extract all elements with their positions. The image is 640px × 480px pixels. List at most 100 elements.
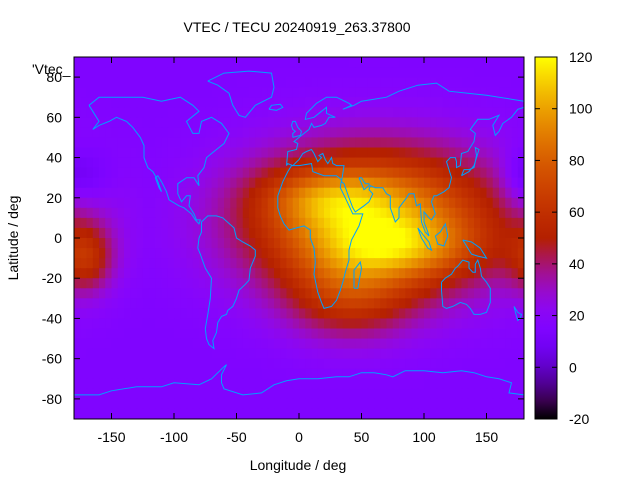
heatmap-cell	[255, 238, 263, 249]
heatmap-cell	[105, 308, 113, 320]
heatmap-cell	[274, 238, 281, 249]
heatmap-cell	[367, 187, 375, 199]
heatmap-cell	[217, 348, 225, 360]
heatmap-cell	[417, 368, 425, 380]
heatmap-cell	[436, 278, 444, 289]
heatmap-cell	[424, 197, 431, 209]
heatmap-cell	[455, 388, 463, 400]
heatmap-cell	[336, 308, 344, 320]
heatmap-cell	[349, 398, 356, 410]
heatmap-cell	[174, 57, 181, 68]
heatmap-cell	[361, 328, 369, 340]
heatmap-cell	[505, 368, 513, 380]
heatmap-cell	[311, 97, 319, 108]
heatmap-cell	[411, 157, 419, 169]
heatmap-cell	[155, 117, 163, 128]
heatmap-cell	[199, 227, 206, 239]
heatmap-cell	[386, 177, 394, 189]
heatmap-cell	[349, 308, 356, 320]
heatmap-cell	[242, 147, 250, 159]
heatmap-cell	[392, 97, 400, 108]
chart-title: VTEC / TECU 20240919_263.37800	[183, 19, 410, 35]
heatmap-cell	[217, 67, 225, 78]
heatmap-cell	[167, 207, 175, 219]
heatmap-cell	[174, 338, 181, 350]
heatmap-cell	[149, 57, 156, 68]
heatmap-cell	[267, 187, 275, 199]
heatmap-cell	[299, 157, 306, 169]
heatmap-cell	[474, 238, 481, 249]
heatmap-cell	[336, 238, 344, 249]
heatmap-cell	[299, 207, 306, 219]
heatmap-cell	[249, 248, 256, 259]
heatmap-cell	[299, 147, 306, 159]
heatmap-cell	[149, 87, 156, 98]
heatmap-cell	[236, 177, 244, 189]
heatmap-cell	[130, 177, 138, 189]
heatmap-cell	[274, 57, 281, 68]
heatmap-cell	[167, 197, 175, 209]
heatmap-cell	[280, 197, 288, 209]
heatmap-cell	[105, 268, 113, 279]
heatmap-cell	[80, 67, 88, 78]
heatmap-cell	[255, 398, 263, 410]
heatmap-cell	[505, 248, 513, 259]
heatmap-cell	[442, 207, 450, 219]
heatmap-cell	[130, 368, 138, 380]
heatmap-cell	[311, 338, 319, 350]
heatmap-cell	[380, 388, 388, 400]
heatmap-cell	[124, 278, 131, 289]
heatmap-cell	[155, 137, 163, 149]
heatmap-cell	[280, 368, 288, 380]
heatmap-cell	[136, 318, 144, 330]
heatmap-cell	[342, 57, 350, 68]
heatmap-cell	[417, 288, 425, 299]
heatmap-cell	[480, 177, 488, 189]
heatmap-cell	[161, 288, 169, 299]
heatmap-cell	[99, 328, 106, 340]
heatmap-cell	[505, 167, 513, 179]
heatmap-cell	[474, 77, 481, 88]
heatmap-cell	[186, 408, 194, 419]
heatmap-cell	[467, 368, 475, 380]
heatmap-cell	[349, 67, 356, 78]
heatmap-cell	[217, 238, 225, 249]
heatmap-cell	[405, 87, 413, 98]
heatmap-cell	[211, 67, 219, 78]
heatmap-cell	[517, 157, 524, 169]
heatmap-cell	[480, 278, 488, 289]
heatmap-cell	[336, 398, 344, 410]
heatmap-cell	[92, 368, 100, 380]
heatmap-cell	[205, 378, 213, 390]
heatmap-cell	[92, 328, 100, 340]
heatmap-cell	[136, 258, 144, 269]
heatmap-cell	[217, 137, 225, 149]
heatmap-cell	[180, 137, 188, 149]
heatmap-cell	[355, 207, 363, 219]
heatmap-cell	[117, 197, 125, 209]
heatmap-cell	[74, 137, 81, 149]
heatmap-cell	[242, 328, 250, 340]
heatmap-cell	[436, 157, 444, 169]
x-tick-label: 100	[412, 429, 436, 445]
heatmap-cell	[424, 227, 431, 239]
heatmap-cell	[449, 408, 456, 419]
heatmap-cell	[480, 388, 488, 400]
heatmap-cell	[374, 408, 381, 419]
heatmap-cell	[230, 197, 238, 209]
heatmap-cell	[205, 308, 213, 320]
heatmap-cell	[167, 238, 175, 249]
heatmap-cell	[142, 258, 150, 269]
heatmap-cell	[480, 207, 488, 219]
heatmap-cell	[324, 67, 331, 78]
heatmap-cell	[274, 388, 281, 400]
heatmap-cell	[492, 238, 500, 249]
heatmap-cell	[149, 207, 156, 219]
heatmap-cell	[130, 378, 138, 390]
heatmap-cell	[211, 338, 219, 350]
heatmap-cell	[442, 227, 450, 239]
africa-coast	[277, 163, 364, 309]
heatmap-cell	[74, 177, 81, 189]
heatmap-cell	[149, 97, 156, 108]
heatmap-cell	[174, 268, 181, 279]
